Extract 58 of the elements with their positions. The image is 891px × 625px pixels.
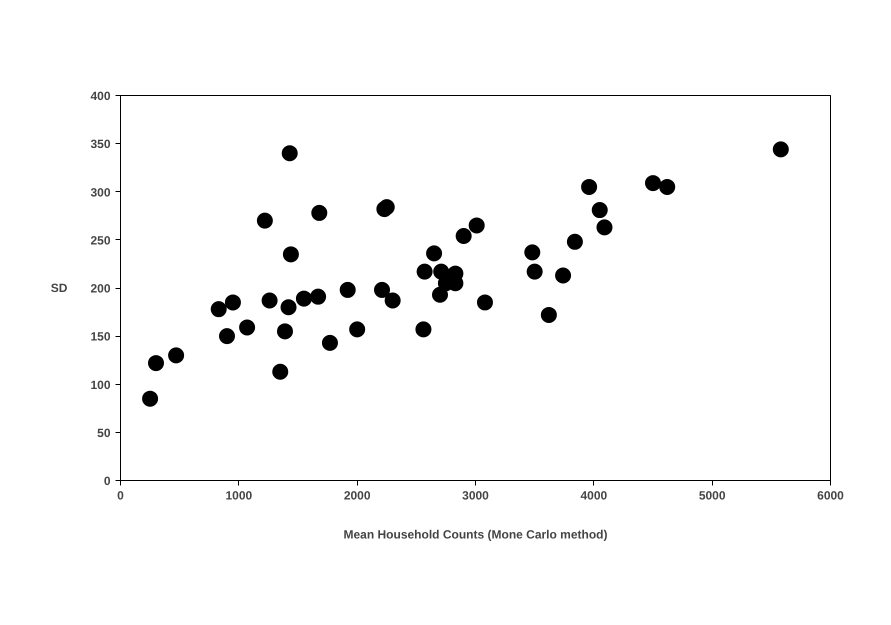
point xyxy=(311,204,328,221)
x-tick-label: 0 xyxy=(117,488,124,502)
x-tick-label: 1000 xyxy=(225,488,253,502)
point xyxy=(468,217,485,234)
point xyxy=(256,212,273,229)
point xyxy=(540,306,557,323)
point xyxy=(772,141,789,158)
x-tick-label: 2000 xyxy=(344,488,371,502)
point xyxy=(262,292,278,308)
point xyxy=(322,334,338,351)
point xyxy=(239,319,256,336)
y-tick-label: 200 xyxy=(90,282,111,296)
y-tick-label: 0 xyxy=(104,474,111,488)
point xyxy=(310,288,326,305)
x-tick-label: 5000 xyxy=(698,488,726,502)
point xyxy=(456,228,472,244)
x-tick-label: 3000 xyxy=(462,488,490,502)
point xyxy=(280,299,297,316)
y-tick-label: 350 xyxy=(90,137,111,152)
point xyxy=(581,178,598,195)
point xyxy=(555,268,572,284)
point xyxy=(224,294,241,310)
point xyxy=(524,244,540,260)
point xyxy=(596,219,612,236)
x-axis-title: Mean Household Counts (Mone Carlo method) xyxy=(344,528,608,542)
y-axis-title: SD xyxy=(50,281,68,295)
point xyxy=(426,245,442,262)
point xyxy=(276,323,293,340)
point xyxy=(340,282,356,298)
point xyxy=(476,294,493,310)
y-tick-label: 150 xyxy=(90,330,111,344)
point xyxy=(645,175,661,192)
x-tick-label: 4000 xyxy=(580,488,608,502)
point xyxy=(432,286,448,303)
point xyxy=(210,301,227,318)
point xyxy=(282,246,299,262)
y-tick-label: 100 xyxy=(90,378,111,392)
point xyxy=(592,202,608,218)
point xyxy=(659,178,676,195)
y-tick-label: 400 xyxy=(90,89,111,103)
point xyxy=(296,290,312,307)
point xyxy=(374,282,390,298)
point xyxy=(142,390,158,407)
point xyxy=(384,292,401,308)
point xyxy=(282,145,298,162)
y-tick-label: 250 xyxy=(90,233,111,248)
point xyxy=(415,321,432,338)
y-tick-label: 50 xyxy=(97,426,111,440)
x-tick-label: 6000 xyxy=(817,488,844,502)
point xyxy=(526,264,543,280)
point xyxy=(349,321,366,338)
point xyxy=(566,234,583,250)
point xyxy=(148,355,164,372)
point xyxy=(168,347,184,364)
y-tick-label: 300 xyxy=(90,185,111,200)
point xyxy=(272,364,288,380)
point xyxy=(219,328,235,344)
point xyxy=(416,264,433,280)
